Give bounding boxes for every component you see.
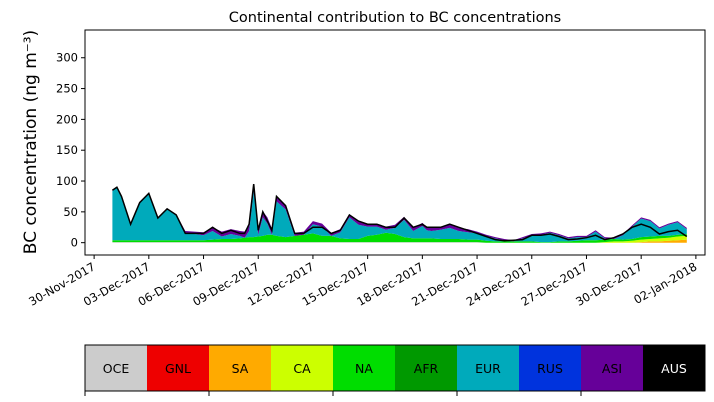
legend-swatch-na (333, 345, 395, 391)
legend-label-asi: ASI (602, 361, 622, 376)
legend-label-ca: CA (293, 361, 311, 376)
legend: OCE GNL SA CA NA AFR EUR RUS ASI AUS (84, 344, 706, 396)
plot-areas (111, 183, 688, 243)
legend-swatch-oce (85, 345, 147, 391)
y-axis: 0 50 100 150 200 250 300 (56, 51, 85, 250)
plot-frame (84, 29, 706, 256)
area-eur (112, 187, 687, 243)
legend-label-sa: SA (232, 361, 249, 376)
total-line (111, 184, 688, 242)
y-tick-label: 0 (71, 236, 78, 250)
legend-swatch-rus (519, 345, 581, 391)
legend-label-eur: EUR (475, 361, 501, 376)
legend-swatch-sa (209, 345, 271, 391)
y-tick-label: 200 (56, 112, 78, 126)
legend-label-afr: AFR (414, 361, 439, 376)
legend-swatch-gnl (147, 345, 209, 391)
legend-label-gnl: GNL (165, 361, 191, 376)
chart-title: Continental contribution to BC concentra… (229, 10, 561, 26)
area-ca (112, 235, 687, 243)
legend-label-oce: OCE (103, 361, 130, 376)
legend-swatch-ca (271, 345, 333, 391)
legend-frame (84, 344, 706, 392)
legend-swatch-asi (581, 345, 643, 391)
legend-swatch-eur (457, 345, 519, 391)
x-axis: 30-Nov-201703-Dec-201706-Dec-201709-Dec-… (26, 255, 699, 309)
legend-swatch-afr (395, 345, 457, 391)
y-tick-label: 250 (56, 82, 78, 96)
area-na (112, 232, 687, 243)
legend-label-aus: AUS (661, 361, 687, 376)
area-oce (112, 242, 687, 243)
y-axis-label: BC concentration (ng m⁻³) (21, 30, 41, 254)
y-tick-label: 300 (56, 51, 78, 65)
y-tick-label: 150 (56, 143, 78, 157)
legend-label-na: NA (355, 361, 373, 376)
y-tick-label: 50 (63, 205, 78, 219)
legend-label-rus: RUS (537, 361, 563, 376)
y-tick-label: 100 (56, 174, 78, 188)
legend-swatch-aus (643, 345, 705, 391)
